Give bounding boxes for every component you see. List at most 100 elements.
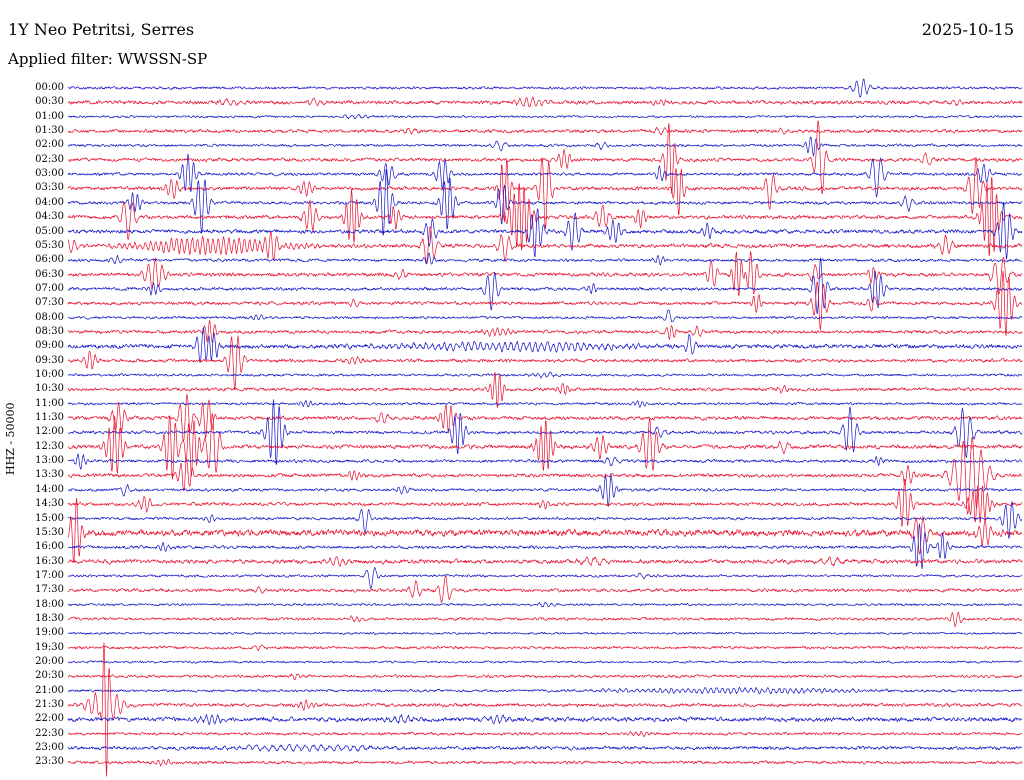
time-label: 06:00 [35, 254, 64, 266]
trace-row-2130 [67, 642, 1023, 777]
trace-row-2030 [67, 673, 1023, 681]
time-label: 17:00 [35, 569, 64, 581]
trace-row-0300 [67, 153, 1023, 198]
time-label: 07:00 [35, 282, 64, 294]
trace-row-2300 [67, 744, 1023, 752]
trace-row-1700 [67, 567, 1023, 589]
trace-row-0000 [67, 78, 1023, 98]
trace-row-0730 [67, 270, 1023, 337]
time-label: 23:00 [35, 742, 64, 754]
trace-row-0130 [67, 127, 1023, 136]
time-label: 13:00 [35, 455, 64, 467]
trace-row-1300 [67, 453, 1023, 470]
trace-row-1330 [67, 436, 1023, 515]
time-label: 09:30 [35, 354, 64, 366]
trace-row-0330 [67, 157, 1023, 230]
trace-row-2230 [67, 730, 1023, 738]
trace-row-2330 [67, 758, 1023, 767]
trace-row-1030 [67, 371, 1023, 408]
time-label: 19:00 [35, 627, 64, 639]
trace-row-1930 [67, 644, 1023, 652]
time-label: 04:00 [35, 196, 64, 208]
trace-row-1630 [67, 556, 1023, 567]
time-label: 04:30 [35, 211, 64, 223]
time-label: 10:00 [35, 369, 64, 380]
trace-row-1230 [67, 413, 1023, 480]
trace-row-0230 [67, 120, 1023, 194]
time-label: 22:00 [35, 713, 64, 725]
trace-row-2200 [67, 714, 1023, 726]
time-label: 15:00 [35, 512, 64, 524]
scale-label: HHZ - 50000 [4, 402, 17, 475]
time-label: 07:30 [35, 297, 64, 309]
trace-row-0500 [67, 202, 1023, 260]
trace-row-2000 [67, 660, 1023, 664]
trace-row-1130 [67, 393, 1023, 442]
time-label: 21:30 [35, 699, 64, 711]
time-label: 14:30 [35, 498, 64, 510]
time-label: 01:00 [35, 110, 64, 122]
trace-row-1900 [67, 631, 1023, 636]
time-label: 22:30 [35, 727, 64, 739]
time-label: 09:00 [35, 340, 64, 352]
trace-row-1430 [67, 479, 1023, 527]
station-title: 1Y Neo Petritsi, Serres [8, 20, 195, 39]
time-label: 20:30 [35, 670, 64, 682]
trace-plot [67, 78, 1023, 777]
time-label: 18:30 [35, 612, 64, 624]
trace-row-1730 [67, 575, 1023, 604]
trace-row-0530 [67, 226, 1023, 264]
trace-row-1500 [67, 501, 1023, 539]
time-label: 02:30 [35, 153, 64, 165]
trace-row-0700 [67, 257, 1023, 314]
time-label: 15:30 [35, 526, 64, 538]
trace-row-0900 [67, 327, 1023, 363]
time-label: 03:30 [35, 182, 64, 194]
time-label: 00:30 [35, 96, 64, 108]
date-label: 2025-10-15 [921, 20, 1014, 39]
time-label: 19:30 [35, 641, 64, 653]
trace-row-1830 [67, 611, 1023, 628]
time-label: 23:30 [35, 756, 64, 768]
trace-row-1600 [67, 523, 1023, 570]
time-label: 16:30 [35, 555, 64, 567]
trace-row-0600 [67, 252, 1023, 266]
time-label: 05:30 [35, 239, 64, 251]
time-label: 10:30 [35, 383, 64, 395]
time-label: 21:00 [35, 684, 64, 696]
trace-row-1530 [67, 497, 1023, 563]
filter-label: Applied filter: WWSSN-SP [8, 50, 208, 68]
trace-row-0800 [67, 309, 1023, 323]
trace-row-0200 [67, 136, 1023, 157]
trace-row-0830 [67, 320, 1023, 343]
time-label: 16:00 [35, 541, 64, 553]
trace-row-0030 [67, 96, 1023, 108]
trace-row-0430 [67, 177, 1023, 256]
time-label: 20:00 [35, 656, 64, 667]
time-label: 06:30 [35, 268, 64, 280]
time-label: 12:30 [35, 440, 64, 452]
trace-row-0100 [67, 114, 1023, 120]
trace-row-1800 [67, 601, 1023, 608]
time-label: 11:30 [35, 412, 64, 424]
time-label: 03:00 [35, 168, 64, 180]
trace-row-0630 [67, 251, 1023, 297]
time-label: 18:00 [35, 598, 64, 610]
trace-row-0930 [67, 335, 1023, 390]
time-label: 02:00 [35, 139, 64, 151]
time-label: 08:30 [35, 325, 64, 337]
trace-row-1100 [67, 400, 1023, 408]
time-label: 12:00 [35, 426, 64, 438]
time-label: 08:00 [35, 311, 64, 323]
time-label: 00:00 [35, 82, 64, 93]
trace-row-0400 [67, 169, 1023, 236]
time-label: 01:30 [35, 125, 64, 137]
time-label: 11:00 [35, 397, 64, 409]
time-label: 05:00 [35, 225, 64, 237]
time-label: 13:30 [35, 469, 64, 481]
trace-row-2100 [67, 686, 1023, 695]
time-label: 14:00 [35, 483, 64, 495]
trace-row-1400 [67, 473, 1023, 507]
trace-row-1000 [67, 371, 1023, 379]
